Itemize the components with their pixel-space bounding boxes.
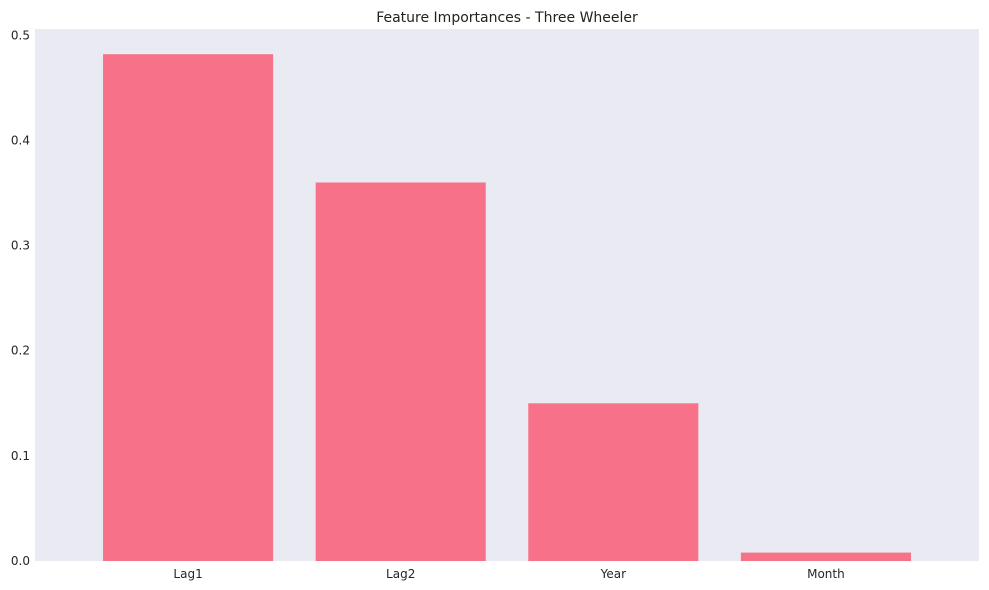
- bar-lag1: [103, 54, 274, 561]
- y-tick-labels: 0.0 0.1 0.2 0.3 0.4 0.5: [11, 28, 30, 568]
- chart-title: Feature Importances - Three Wheeler: [376, 10, 638, 26]
- x-tick-label: Month: [807, 567, 845, 581]
- bar-month: [740, 552, 911, 561]
- y-tick-label: 0.3: [11, 239, 30, 253]
- y-tick-label: 0.2: [11, 344, 30, 358]
- y-tick-label: 0.5: [11, 28, 30, 42]
- y-tick-label: 0.4: [11, 133, 30, 147]
- x-tick-label: Lag1: [173, 567, 202, 581]
- x-tick-labels: Lag1 Lag2 Year Month: [173, 567, 844, 581]
- x-tick-label: Lag2: [386, 567, 415, 581]
- bars-group: [103, 54, 911, 561]
- y-tick-label: 0.0: [11, 554, 30, 568]
- x-tick-label: Year: [600, 567, 626, 581]
- bar-year: [528, 403, 699, 561]
- y-tick-label: 0.1: [11, 449, 30, 463]
- bar-lag2: [315, 182, 486, 561]
